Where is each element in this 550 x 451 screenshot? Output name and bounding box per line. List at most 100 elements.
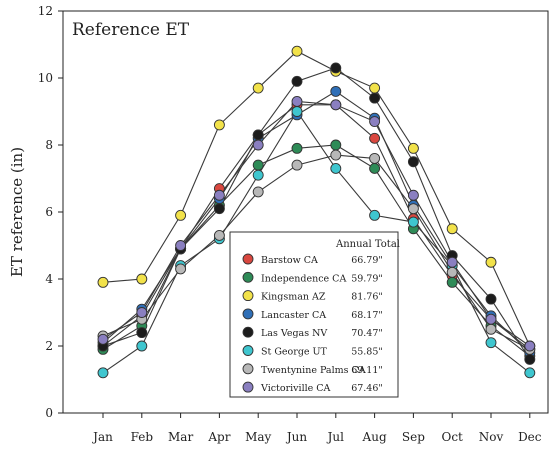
data-point bbox=[407, 142, 419, 154]
data-point bbox=[291, 159, 303, 171]
data-point bbox=[407, 156, 419, 168]
legend-marker bbox=[242, 290, 254, 302]
legend-title: Annual Total bbox=[335, 239, 400, 250]
series-st-george-ut bbox=[102, 110, 531, 374]
data-point bbox=[369, 92, 381, 104]
series-line bbox=[102, 67, 531, 360]
x-tick-label: Jan bbox=[91, 430, 113, 444]
x-axis-ticks: Jan Feb Mar Apr May Jun Jul Aug Sep Oct Nov Dec bbox=[91, 413, 542, 444]
legend-marker bbox=[242, 253, 254, 265]
y-tick-label: 0 bbox=[45, 406, 53, 420]
data-point bbox=[252, 169, 264, 181]
data-point bbox=[136, 307, 148, 318]
series-barstow-ca bbox=[102, 104, 531, 350]
data-point bbox=[524, 367, 536, 379]
legend-series-name: Barstow CA bbox=[261, 255, 318, 266]
y-tick-label: 12 bbox=[38, 4, 53, 18]
data-point bbox=[369, 82, 381, 94]
legend-marker bbox=[242, 363, 254, 375]
legend-item: Victoriville CA 67.46" bbox=[242, 381, 383, 394]
data-point bbox=[369, 152, 381, 164]
legend-series-name: Las Vegas NV bbox=[261, 328, 327, 339]
data-point bbox=[213, 229, 225, 241]
data-point bbox=[291, 142, 303, 154]
legend-annual-total: 67.46" bbox=[351, 383, 383, 394]
legend-series-name: Independence CA bbox=[261, 273, 346, 284]
series-layer bbox=[97, 45, 536, 379]
data-point bbox=[446, 223, 458, 235]
data-point bbox=[136, 340, 148, 352]
x-tick-label: Mar bbox=[168, 430, 193, 444]
series-line bbox=[102, 100, 531, 347]
legend-annual-total: 59.79" bbox=[351, 273, 383, 284]
legend-item: Lancaster CA 68.17" bbox=[242, 308, 383, 321]
y-tick-label: 4 bbox=[45, 272, 53, 286]
data-point bbox=[485, 313, 497, 325]
data-point bbox=[175, 240, 187, 251]
data-point bbox=[291, 106, 303, 117]
legend-series-name: St George UT bbox=[261, 347, 328, 358]
legend-annual-total: 66.79" bbox=[351, 255, 383, 266]
data-point bbox=[485, 256, 497, 268]
data-point bbox=[136, 273, 148, 285]
y-tick-label: 2 bbox=[45, 339, 53, 353]
legend-annual-total: 55.85" bbox=[351, 347, 383, 358]
legend-marker bbox=[242, 326, 254, 338]
data-point bbox=[485, 293, 497, 305]
legend-series-name: Twentynine Palms CA bbox=[261, 365, 366, 376]
legend-box bbox=[229, 231, 399, 398]
legend-marker bbox=[242, 381, 254, 393]
data-point bbox=[291, 75, 303, 87]
legend-series-name: Victoriville CA bbox=[260, 383, 331, 394]
data-point bbox=[252, 139, 264, 151]
data-point bbox=[97, 367, 109, 379]
data-point bbox=[330, 139, 342, 151]
legend: Annual Total Barstow CA 66.79" Independenc… bbox=[229, 231, 400, 398]
x-tick-label: Jun bbox=[285, 430, 308, 444]
legend-marker bbox=[242, 345, 254, 356]
data-point bbox=[97, 276, 109, 288]
legend-marker bbox=[242, 308, 254, 320]
legend-item: Barstow CA 66.79" bbox=[242, 253, 383, 266]
y-tick-label: 10 bbox=[38, 71, 53, 85]
legend-item: Independence CA 59.79" bbox=[242, 271, 383, 284]
series-line bbox=[102, 104, 531, 350]
data-point bbox=[330, 99, 342, 111]
markers-victoriville-ca bbox=[97, 95, 536, 352]
series-line bbox=[102, 110, 531, 374]
data-point bbox=[446, 256, 458, 268]
legend-marker bbox=[242, 271, 254, 283]
data-point bbox=[369, 209, 381, 221]
legend-series-name: Lancaster CA bbox=[261, 310, 326, 321]
legend-annual-total: 68.17" bbox=[351, 310, 383, 321]
data-point bbox=[369, 132, 381, 144]
y-tick-label: 6 bbox=[45, 205, 53, 219]
data-point bbox=[330, 62, 342, 74]
x-tick-label: Feb bbox=[131, 430, 154, 444]
series-kingsman-az bbox=[102, 50, 531, 347]
legend-item: St George UT 55.85" bbox=[242, 345, 383, 358]
series-las-vegas-nv bbox=[102, 67, 531, 360]
data-point bbox=[252, 159, 264, 171]
legend-annual-total: 81.76" bbox=[351, 292, 383, 303]
data-point bbox=[136, 327, 148, 339]
x-tick-label: Nov bbox=[479, 430, 504, 444]
data-point bbox=[446, 276, 458, 288]
chart-title: Reference ET bbox=[72, 20, 190, 40]
series-twentynine-palms-ca bbox=[102, 154, 531, 350]
data-point bbox=[175, 263, 187, 275]
data-point bbox=[252, 82, 264, 94]
data-point bbox=[485, 323, 497, 335]
x-tick-label: Sep bbox=[402, 430, 425, 444]
legend-annual-total: 70.47" bbox=[351, 328, 383, 339]
data-point bbox=[330, 149, 342, 161]
legend-item: Kingsman AZ 81.76" bbox=[242, 290, 383, 303]
x-tick-label: Aug bbox=[362, 430, 387, 444]
data-point bbox=[330, 85, 342, 97]
data-point bbox=[97, 333, 109, 345]
data-point bbox=[252, 129, 264, 141]
data-point bbox=[252, 186, 264, 198]
data-point bbox=[291, 45, 303, 57]
